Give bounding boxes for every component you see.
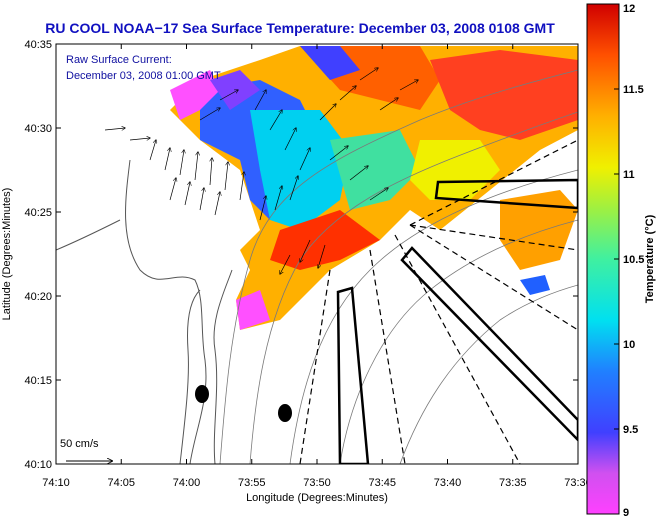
colorbar-tick-label: 11.5 [623, 84, 644, 96]
x-tick-label: 74:05 [107, 477, 135, 489]
colorbar: 12 11.5 11 10.5 10 9.5 9 Temperature (°C) [586, 3, 656, 519]
x-tick-label: 74:10 [42, 477, 70, 489]
x-tick-label: 73:45 [368, 477, 396, 489]
current-subtitle-line1: Raw Surface Current: [66, 54, 172, 66]
zone-outlines [336, 178, 578, 464]
x-axis: 74:10 74:05 74:00 73:55 73:50 73:45 73:40 73:35… [42, 44, 592, 489]
colorbar-tick-label: 11 [623, 169, 635, 181]
x-axis-label: Longitude (Degrees:Minutes) [246, 492, 388, 504]
colorbar-gradient [586, 3, 620, 515]
buoy-marker [195, 385, 209, 403]
x-tick-label: 73:30 [564, 477, 592, 489]
radar-beams [299, 139, 578, 464]
sst-raster [170, 46, 578, 330]
y-tick-label: 40:35 [24, 39, 52, 51]
x-tick-label: 73:55 [238, 477, 266, 489]
colorbar-tick-label: 9 [623, 507, 629, 519]
y-tick-label: 40:30 [24, 123, 52, 135]
y-tick-label: 40:15 [24, 375, 52, 387]
y-tick-label: 40:10 [24, 459, 52, 471]
x-tick-label: 73:35 [499, 477, 527, 489]
current-vectors [104, 68, 418, 274]
y-axis-label: Latitude (Degrees:Minutes) [1, 188, 13, 321]
y-tick-label: 40:20 [24, 291, 52, 303]
colorbar-tick-label: 10 [623, 339, 635, 351]
map-area [56, 44, 578, 464]
current-subtitle-line2: December 03, 2008 01:00 GMT [66, 70, 221, 82]
colorbar-tick-label: 10.5 [623, 254, 644, 266]
x-tick-label: 73:50 [303, 477, 331, 489]
y-tick-label: 40:25 [24, 207, 52, 219]
page-title: RU COOL NOAA−17 Sea Surface Temperature:… [45, 20, 555, 36]
scale-arrow-label: 50 cm/s [60, 438, 99, 450]
buoy-marker [278, 404, 292, 422]
colorbar-tick-label: 9.5 [623, 424, 638, 436]
x-tick-label: 74:00 [173, 477, 201, 489]
colorbar-tick-label: 12 [623, 3, 635, 15]
x-tick-label: 73:40 [434, 477, 462, 489]
y-axis: 40:35 40:30 40:25 40:20 40:15 40:10 [24, 39, 578, 471]
colorbar-label: Temperature (°C) [644, 214, 656, 303]
